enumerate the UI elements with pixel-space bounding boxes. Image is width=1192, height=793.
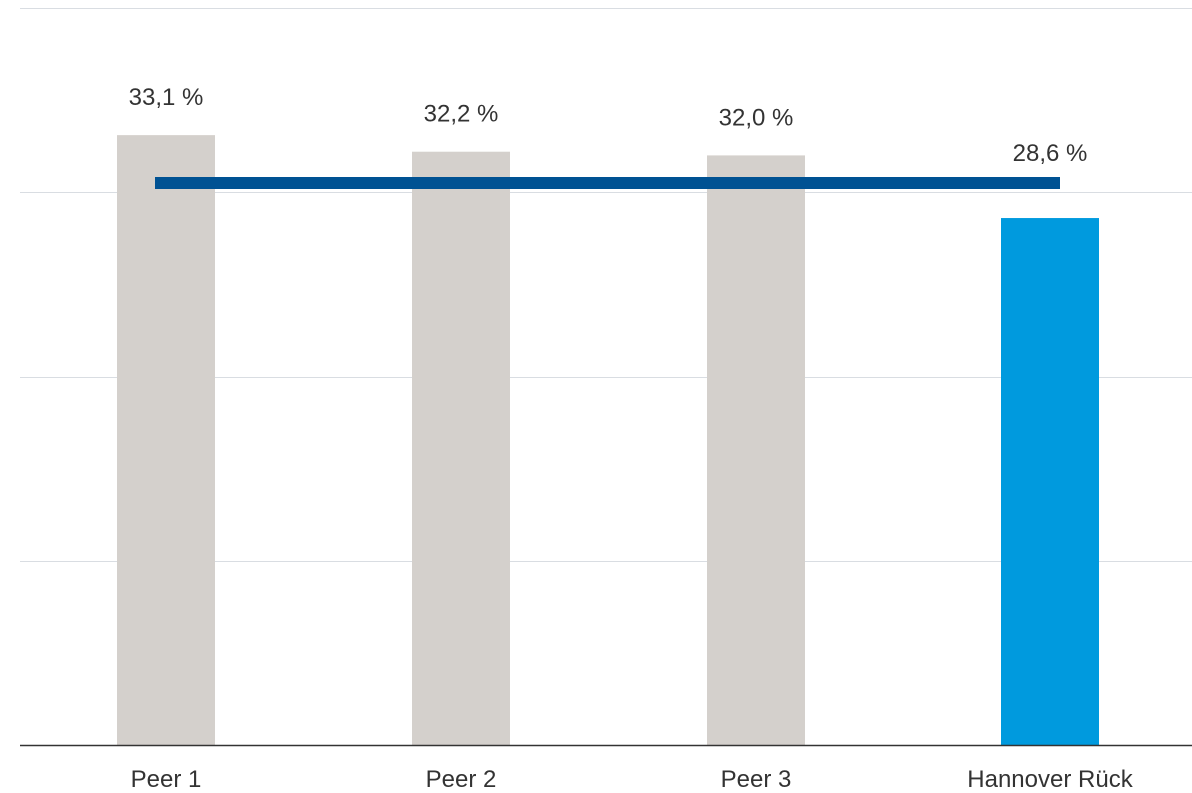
x-axis: Peer 1 Peer 2 Peer 3 Hannover Rück <box>20 744 1192 793</box>
bars <box>117 135 1099 746</box>
bar <box>707 155 805 745</box>
data-label: 28,6 % <box>1013 140 1088 167</box>
data-labels: 33,1 % 32,2 % 32,0 % 28,6 % <box>129 84 1088 167</box>
x-tick-label: Hannover Rück <box>967 766 1133 793</box>
bar <box>117 135 215 745</box>
bar-highlight <box>1001 218 1099 746</box>
data-label: 32,0 % <box>719 104 794 131</box>
data-label: 33,1 % <box>129 84 204 111</box>
x-tick-label: Peer 3 <box>721 766 792 793</box>
gridlines <box>20 8 1192 562</box>
data-label: 32,2 % <box>424 101 499 128</box>
x-tick-label: Peer 1 <box>131 766 202 793</box>
bar <box>412 151 510 746</box>
x-tick-label: Peer 2 <box>426 766 497 793</box>
